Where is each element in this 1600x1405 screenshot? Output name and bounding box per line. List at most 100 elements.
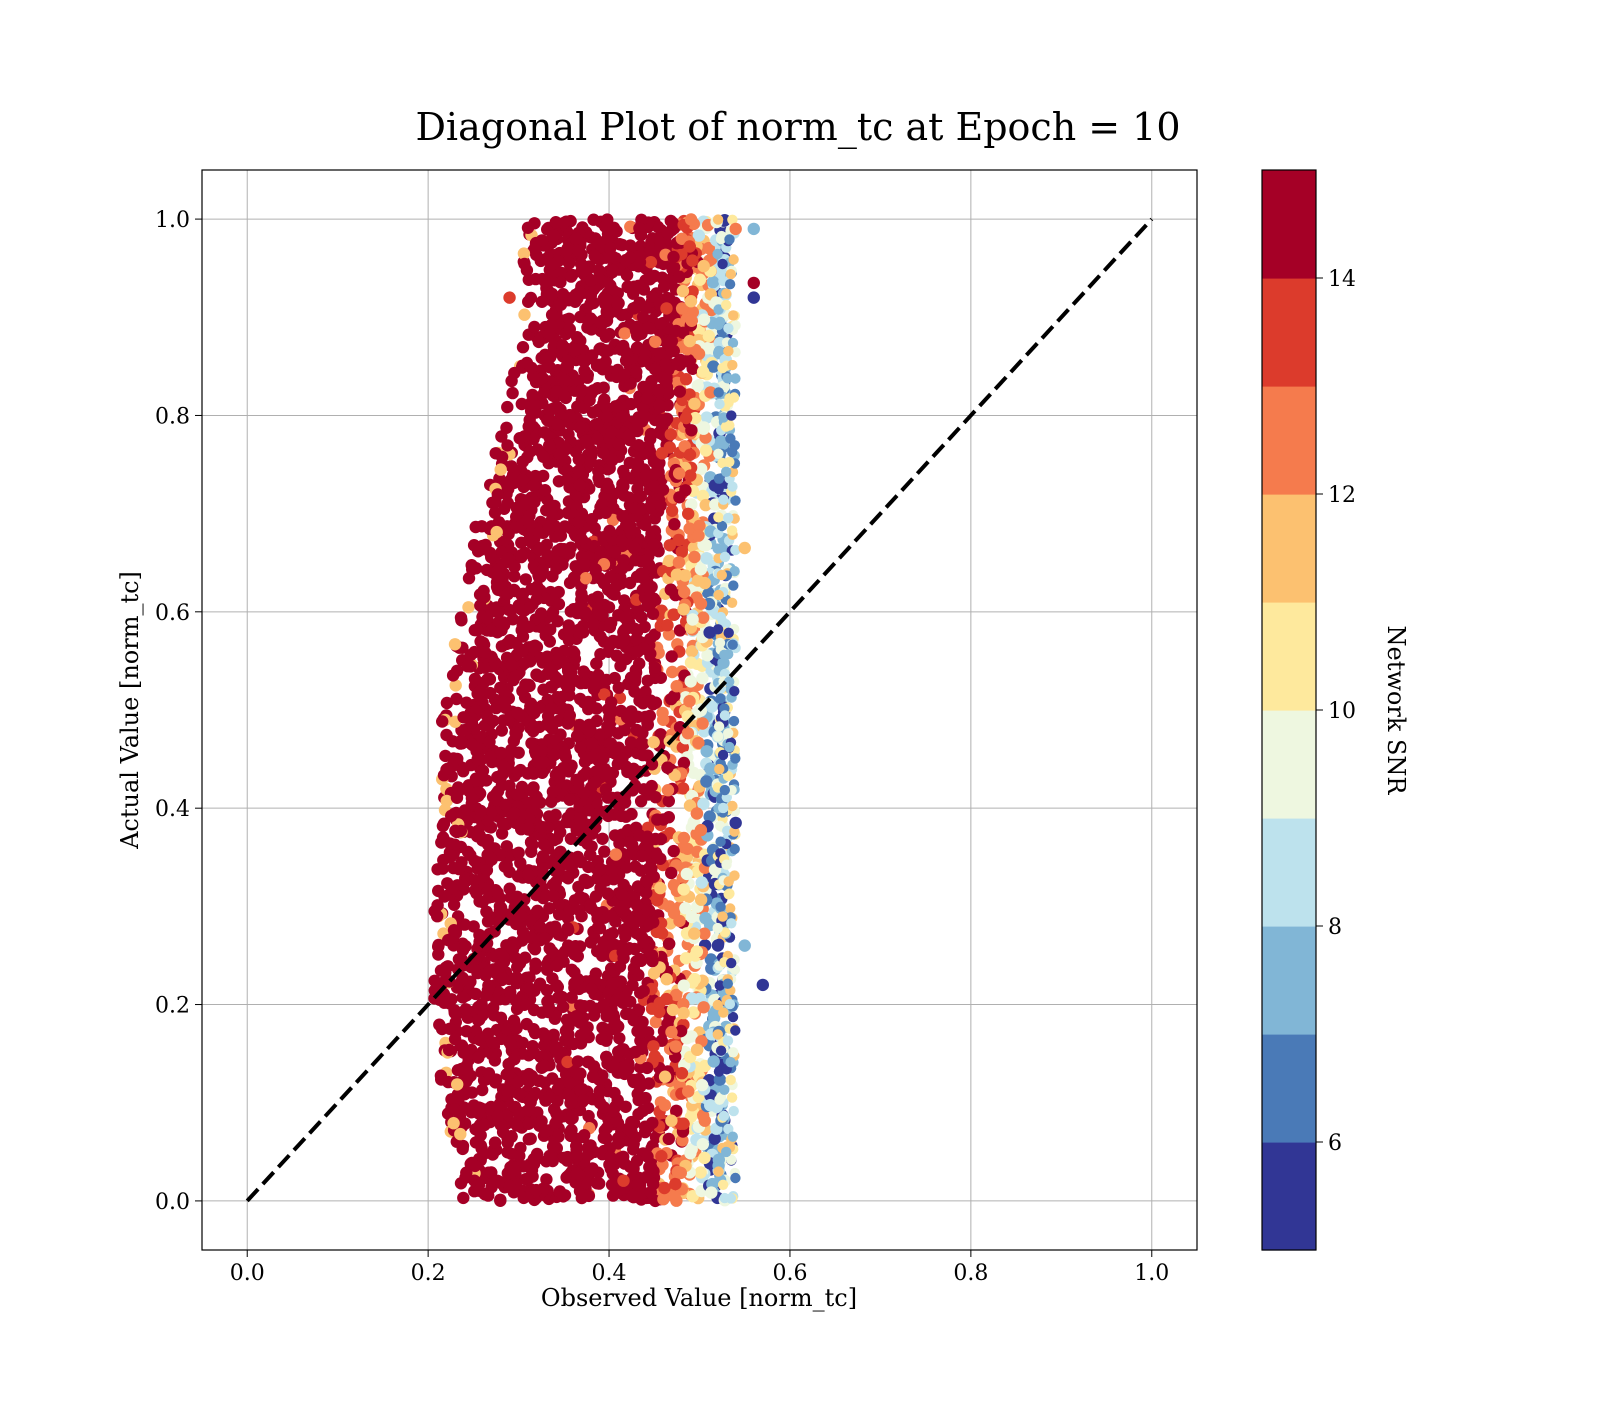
data-point: [592, 264, 605, 277]
colorbar-segment: [1262, 170, 1316, 279]
data-point: [593, 1096, 607, 1110]
data-point: [524, 1132, 537, 1145]
data-point: [644, 256, 658, 269]
data-point: [509, 726, 522, 739]
data-point: [665, 650, 678, 663]
data-point: [626, 1190, 639, 1203]
data-point: [611, 297, 624, 310]
data-point: [714, 435, 728, 448]
data-point: [725, 1074, 736, 1086]
data-point: [634, 737, 647, 750]
data-point: [708, 1132, 721, 1146]
data-point: [713, 345, 725, 357]
data-point: [543, 635, 556, 648]
data-point: [651, 220, 665, 234]
data-point: [700, 552, 713, 565]
data-point: [562, 765, 575, 778]
data-point: [676, 782, 690, 795]
data-point: [447, 1117, 460, 1130]
data-point: [692, 736, 705, 750]
data-point: [686, 362, 699, 375]
data-point: [684, 295, 698, 308]
data-point: [668, 518, 681, 531]
data-point: [553, 544, 566, 557]
data-point: [436, 715, 449, 728]
data-point: [573, 479, 586, 492]
data-point: [718, 1007, 729, 1018]
data-point: [446, 735, 459, 748]
outlier-point: [430, 909, 444, 923]
data-point: [695, 876, 708, 889]
data-point: [468, 874, 481, 887]
data-point: [652, 385, 665, 398]
data-point: [593, 1084, 606, 1098]
data-point: [617, 1174, 630, 1187]
data-point: [715, 611, 726, 623]
data-point: [562, 624, 575, 637]
data-point: [723, 323, 734, 334]
data-point: [723, 627, 734, 638]
data-point: [712, 624, 724, 635]
data-point: [673, 914, 686, 928]
data-point: [665, 1114, 678, 1127]
data-point: [702, 586, 715, 599]
data-point: [502, 527, 515, 541]
data-point: [694, 823, 708, 837]
data-point: [487, 714, 500, 727]
data-point: [634, 954, 648, 967]
data-point: [661, 227, 675, 240]
data-point: [502, 1058, 515, 1071]
data-point: [536, 563, 549, 577]
data-point: [730, 753, 741, 764]
colorbar-label: Network SNR: [1382, 626, 1410, 796]
data-point: [607, 1058, 620, 1072]
data-point: [571, 1055, 585, 1068]
data-point: [512, 846, 525, 859]
data-point: [561, 922, 574, 935]
data-point: [670, 680, 683, 693]
data-point: [558, 945, 572, 958]
data-point: [565, 1110, 579, 1124]
data-point: [588, 249, 601, 263]
data-point: [603, 712, 616, 726]
data-point: [501, 400, 514, 414]
data-point: [715, 693, 726, 704]
data-point: [677, 603, 690, 616]
data-point: [596, 832, 609, 845]
data-point: [550, 385, 563, 398]
data-point: [634, 1026, 647, 1039]
data-point: [450, 791, 464, 804]
data-point: [506, 613, 520, 626]
data-point: [527, 767, 540, 780]
data-point: [471, 752, 484, 766]
data-point: [513, 1149, 526, 1163]
data-point: [442, 1043, 456, 1057]
data-point: [631, 417, 645, 430]
data-point: [630, 365, 643, 379]
data-point: [546, 972, 559, 985]
data-point: [443, 837, 457, 850]
data-point: [646, 607, 660, 620]
data-point: [456, 1142, 469, 1156]
data-point: [518, 257, 531, 271]
data-point: [585, 982, 598, 996]
data-point: [697, 1001, 710, 1014]
data-point: [528, 495, 541, 509]
data-point: [574, 999, 587, 1012]
data-point: [677, 841, 690, 854]
data-point: [698, 1114, 711, 1127]
data-point: [658, 1070, 672, 1083]
data-point: [472, 1184, 486, 1197]
data-point: [515, 548, 528, 562]
data-point: [611, 1185, 625, 1198]
data-point: [570, 1068, 583, 1082]
data-point: [500, 421, 513, 434]
data-point: [538, 426, 551, 439]
data-point: [688, 972, 701, 986]
data-point: [714, 938, 725, 949]
data-point: [726, 525, 738, 536]
data-point: [624, 377, 637, 390]
data-point: [514, 909, 528, 923]
data-point: [480, 563, 494, 577]
data-point: [724, 888, 735, 899]
